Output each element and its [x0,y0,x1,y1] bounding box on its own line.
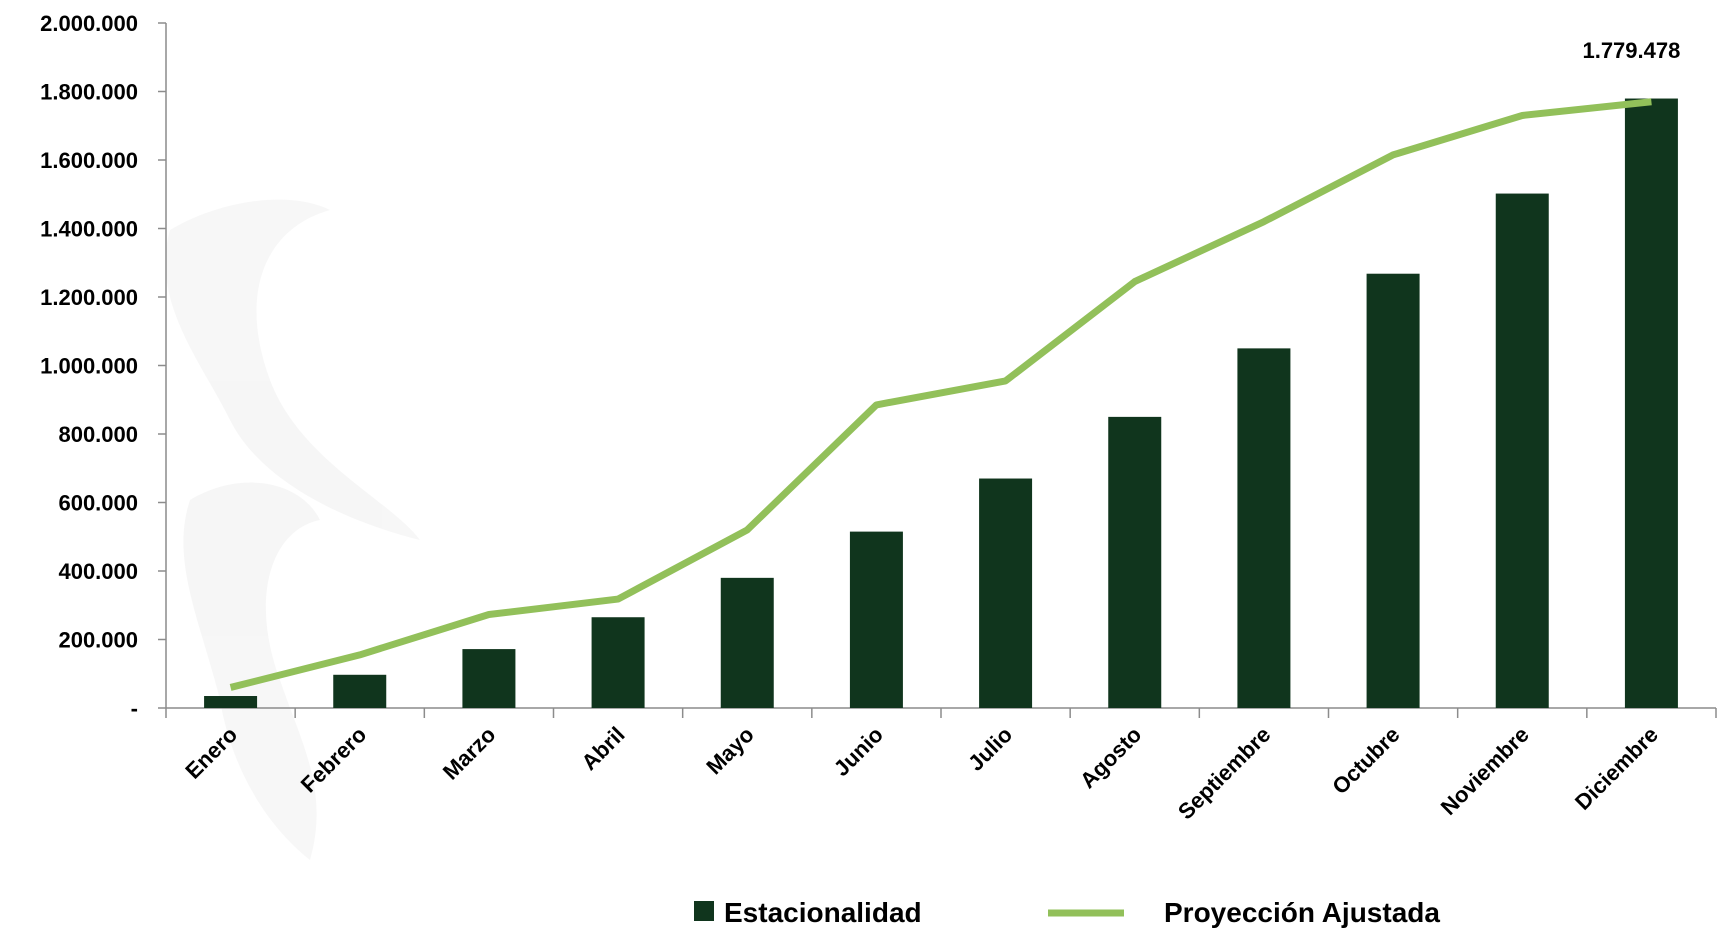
line-proyeccion-ajustada [229,98,1652,691]
bar-abril [591,617,645,708]
x-tick-label-abril: Abril [576,722,629,775]
y-tick-label: 1.200.000 [40,285,138,310]
bar-enero [204,696,258,708]
y-tick-label: 800.000 [58,422,138,447]
y-tick-label: 600.000 [58,491,138,516]
bars-group [204,98,1678,708]
x-tick-label-junio: Junio [829,722,888,781]
x-tick-label-noviembre: Noviembre [1436,722,1534,820]
bar-febrero [333,674,387,708]
legend-label-proyeccion: Proyección Ajustada [1164,897,1440,928]
x-tick-label-agosto: Agosto [1075,722,1146,793]
bar-octubre [1366,273,1420,708]
x-tick-label-septiembre: Septiembre [1173,722,1275,824]
y-tick-label: 2.000.000 [40,11,138,36]
axes: - 200.000 400.000 600.000 800.000 1.000.000 1.… [40,11,1717,721]
bar-mayo [720,577,774,708]
y-tick-label: 200.000 [58,628,138,653]
x-tick-label-enero: Enero [180,722,242,784]
legend-label-estacionalidad: Estacionalidad [724,897,922,928]
bar-noviembre [1495,193,1549,708]
y-tick-label: - [131,696,138,721]
legend-swatch-estacionalidad [694,901,714,921]
bar-diciembre [1624,98,1678,708]
x-tick-label-octubre: Octubre [1327,722,1404,799]
watermark [165,199,420,860]
y-tick-label: 1.600.000 [40,148,138,173]
data-label-diciembre: 1.779.478 [1582,38,1680,63]
y-tick-label: 1.800.000 [40,80,138,105]
x-tick-label-marzo: Marzo [438,722,501,785]
bar-junio [849,531,903,708]
y-tick-label: 400.000 [58,559,138,584]
y-tick-label: 1.000.000 [40,354,138,379]
bar-agosto [1108,416,1162,708]
legend: Estacionalidad Proyección Ajustada [694,897,1440,928]
x-tick-label-mayo: Mayo [701,722,758,779]
y-tick-label: 1.400.000 [40,217,138,242]
bar-marzo [462,649,516,708]
line-group [229,98,1652,691]
bar-septiembre [1237,348,1291,708]
bar-julio [979,478,1033,708]
labels-group: Enero Febrero Marzo Abril Mayo Junio Julio Agos… [180,38,1680,824]
x-tick-label-julio: Julio [963,722,1017,776]
x-tick-label-diciembre: Diciembre [1570,722,1663,815]
